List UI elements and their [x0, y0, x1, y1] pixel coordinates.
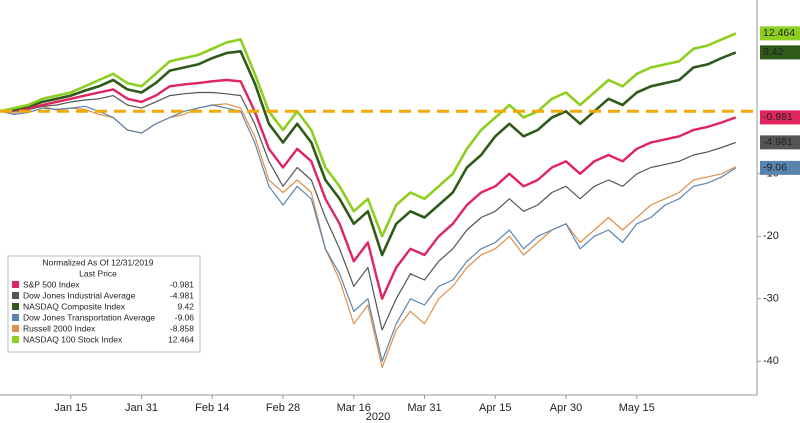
- value-tag-label: -4.981: [763, 136, 793, 148]
- value-tag: [760, 26, 800, 41]
- x-tick-label: Apr 15: [479, 402, 511, 414]
- x-tick-label: Feb 14: [195, 402, 229, 414]
- value-tag-label: 12.464: [763, 27, 795, 39]
- y-tick-label: -20: [763, 230, 779, 242]
- series-line: [0, 91, 737, 331]
- value-tag-label: -0.981: [763, 111, 793, 123]
- legend-label: Russell 2000 Index: [23, 323, 96, 333]
- series-line: [0, 104, 737, 362]
- value-tag: [760, 135, 800, 150]
- legend-value: -9.06: [175, 312, 195, 322]
- legend-swatch: [12, 303, 19, 310]
- x-tick-label: Feb 28: [266, 402, 300, 414]
- legend-value: -0.981: [170, 279, 194, 289]
- x-tick-label: Jan 31: [125, 402, 158, 414]
- legend-swatch: [12, 314, 19, 321]
- x-tick-label: Apr 30: [550, 402, 582, 414]
- legend-label: Dow Jones Industrial Average: [23, 290, 136, 300]
- value-tag: [760, 160, 800, 175]
- x-tick-label: Mar 31: [407, 402, 441, 414]
- y-tick-label: -30: [763, 293, 779, 305]
- legend-value: -4.981: [170, 290, 194, 300]
- legend-swatch: [12, 325, 19, 332]
- x-axis-label: 2020: [366, 411, 390, 423]
- series-line: [0, 50, 737, 257]
- y-tick-label: -40: [763, 355, 779, 367]
- x-tick-label: May 15: [619, 402, 655, 414]
- legend-swatch: [12, 336, 19, 343]
- legend-swatch: [12, 292, 19, 299]
- legend-swatch: [12, 281, 19, 288]
- value-tag: [760, 45, 800, 60]
- legend-label: NASDAQ 100 Stock Index: [23, 334, 123, 344]
- x-tick-label: Mar 16: [337, 402, 371, 414]
- value-tag-label: 9.42: [763, 46, 784, 58]
- series-line: [0, 78, 737, 300]
- legend-label: S&P 500 Index: [23, 279, 80, 289]
- legend-value: 12.464: [168, 334, 194, 344]
- series-line: [0, 32, 737, 238]
- legend-value: 9.42: [177, 301, 194, 311]
- legend-label: NASDAQ Composite Index: [23, 301, 126, 311]
- legend-value: -8.858: [170, 323, 194, 333]
- value-tag: [760, 110, 800, 125]
- x-tick-label: Jan 15: [54, 402, 87, 414]
- legend-value-header: Last Price: [79, 268, 117, 278]
- legend-label: Dow Jones Transportation Average: [23, 312, 155, 322]
- legend-title: Normalized As Of 12/31/2019: [42, 257, 153, 267]
- value-tag-label: -9.06: [763, 162, 787, 174]
- legend-box: [7, 255, 201, 353]
